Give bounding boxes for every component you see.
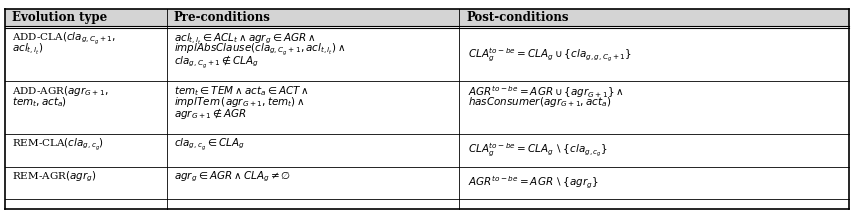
- Text: $tem_t, act_a)$: $tem_t, act_a)$: [12, 95, 67, 109]
- Text: Evolution type: Evolution type: [12, 11, 107, 24]
- Text: $agr_g \in AGR \wedge CLA_g \neq \emptyset$: $agr_g \in AGR \wedge CLA_g \neq \emptys…: [173, 169, 291, 184]
- Text: Pre-conditions: Pre-conditions: [173, 11, 270, 24]
- Bar: [5, 9, 848, 26]
- Text: ADD-CLA$(cla_{g,C_g+1},$: ADD-CLA$(cla_{g,C_g+1},$: [12, 31, 116, 47]
- Bar: [5, 29, 848, 81]
- Text: $CLA_g^{to-be} = CLA_g \cup \{cla_{g,g,C_g+1}\}$: $CLA_g^{to-be} = CLA_g \cup \{cla_{g,g,C…: [467, 46, 631, 64]
- Text: $implAbsClause(cla_{g,C_g+1},acl_{t,l_t})\wedge$: $implAbsClause(cla_{g,C_g+1},acl_{t,l_t}…: [173, 42, 345, 59]
- Text: REM-CLA$(cla_{g,c_g})$: REM-CLA$(cla_{g,c_g})$: [12, 137, 104, 153]
- Text: $AGR^{to-be} = AGR \setminus \{agr_g\}$: $AGR^{to-be} = AGR \setminus \{agr_g\}$: [467, 175, 598, 191]
- Bar: [5, 167, 848, 199]
- Text: Post-conditions: Post-conditions: [466, 11, 568, 24]
- Text: REM-AGR$(agr_g)$: REM-AGR$(agr_g)$: [12, 169, 96, 184]
- Text: $CLA_g^{to-be} = CLA_g \setminus \{cla_{g,c_g}\}$: $CLA_g^{to-be} = CLA_g \setminus \{cla_{…: [467, 142, 607, 159]
- Text: $cla_{g,c_g} \in CLA_g$: $cla_{g,c_g} \in CLA_g$: [173, 137, 244, 153]
- Text: $agr_{G+1} \notin AGR$: $agr_{G+1} \notin AGR$: [173, 106, 247, 121]
- Text: $implTem\,(agr_{G+1},tem_t)\wedge$: $implTem\,(agr_{G+1},tem_t)\wedge$: [173, 95, 305, 109]
- Text: $AGR^{to-be} = AGR \cup \{agr_{G+1}\} \wedge$: $AGR^{to-be} = AGR \cup \{agr_{G+1}\} \w…: [467, 84, 624, 100]
- Text: ADD-AGR$(agr_{G+1},$: ADD-AGR$(agr_{G+1},$: [12, 84, 108, 98]
- Text: $cla_{g,C_g+1} \notin CLA_g$: $cla_{g,C_g+1} \notin CLA_g$: [173, 54, 258, 71]
- Text: $hasConsumer(agr_{G+1}, act_a)$: $hasConsumer(agr_{G+1}, act_a)$: [467, 95, 611, 109]
- Text: $tem_t \in TEM \wedge act_a \in ACT\wedge$: $tem_t \in TEM \wedge act_a \in ACT\wedg…: [173, 84, 309, 98]
- Text: $acl_{t,l_t} \in ACL_t \wedge agr_g \in AGR\wedge$: $acl_{t,l_t} \in ACL_t \wedge agr_g \in …: [173, 31, 316, 46]
- Bar: [5, 134, 848, 167]
- Text: $acl_{t,l_t})$: $acl_{t,l_t})$: [12, 42, 43, 57]
- Bar: [5, 81, 848, 134]
